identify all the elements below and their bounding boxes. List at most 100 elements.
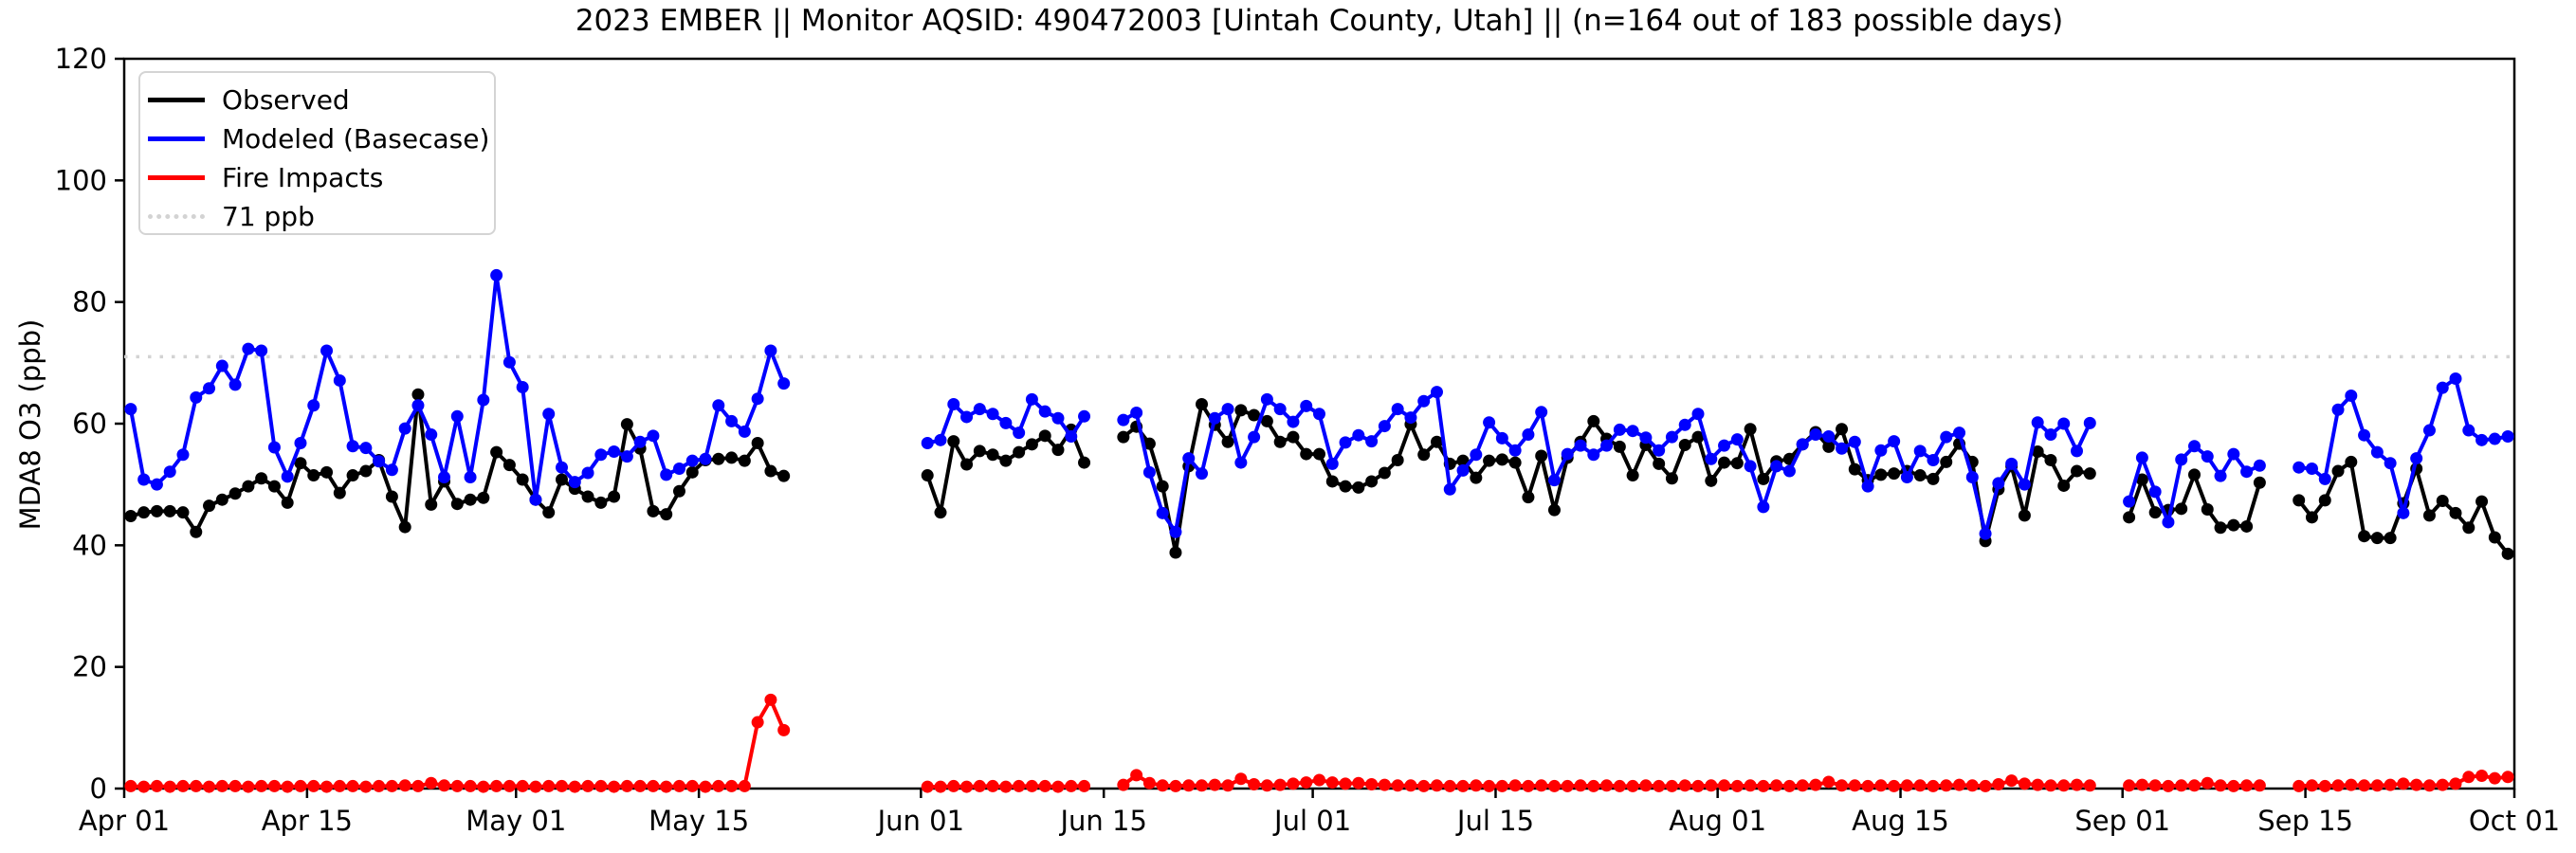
data-point-observed [2057, 479, 2071, 492]
data-point-observed [2305, 511, 2318, 524]
data-point-fire-impacts [163, 780, 176, 793]
data-point-fire-impacts [1339, 777, 1352, 790]
data-point-modeled-basecase- [660, 468, 673, 481]
data-point-observed [124, 510, 137, 523]
data-point-observed [1848, 463, 1861, 476]
y-tick-label: 120 [55, 43, 107, 75]
data-point-fire-impacts [425, 776, 438, 789]
legend-label-observed: Observed [222, 83, 350, 116]
data-point-modeled-basecase- [921, 437, 934, 450]
data-point-observed [751, 437, 764, 450]
data-point-modeled-basecase- [2422, 424, 2436, 437]
data-point-modeled-basecase- [1547, 474, 1561, 487]
data-point-observed [2436, 494, 2449, 507]
data-point-modeled-basecase- [1861, 480, 1874, 493]
data-point-modeled-basecase- [2293, 461, 2306, 474]
data-point-modeled-basecase- [1535, 406, 1548, 419]
data-point-observed [450, 498, 464, 511]
data-point-modeled-basecase- [294, 437, 307, 450]
data-point-fire-impacts [150, 779, 163, 792]
data-point-fire-impacts [1547, 779, 1561, 792]
data-point-fire-impacts [608, 780, 621, 793]
data-point-fire-impacts [320, 780, 334, 793]
data-point-fire-impacts [1600, 779, 1614, 792]
data-point-modeled-basecase- [1613, 423, 1626, 436]
data-point-observed [1927, 472, 1940, 485]
data-point-fire-impacts [2227, 779, 2240, 792]
data-point-observed [385, 490, 398, 503]
data-point-observed [190, 525, 203, 538]
data-point-modeled-basecase- [385, 463, 398, 477]
data-point-fire-impacts [2201, 776, 2214, 789]
data-point-fire-impacts [294, 779, 307, 792]
threshold-line-icon [148, 214, 205, 219]
y-tick-label: 80 [72, 286, 107, 318]
x-tick-label: Sep 01 [2074, 805, 2170, 837]
data-point-fire-impacts [1248, 778, 1261, 791]
data-point-fire-impacts [1182, 779, 1196, 792]
data-point-fire-impacts [581, 779, 594, 792]
data-point-observed [137, 506, 151, 519]
data-point-observed [1822, 440, 1836, 453]
data-point-modeled-basecase- [2057, 417, 2071, 430]
data-point-observed [2422, 509, 2436, 522]
data-point-fire-impacts [411, 779, 425, 792]
data-point-fire-impacts [973, 779, 986, 792]
data-point-modeled-basecase- [1025, 392, 1038, 406]
data-point-fire-impacts [1874, 779, 1888, 792]
data-point-observed [1025, 438, 1038, 451]
data-point-observed [999, 454, 1013, 467]
data-point-modeled-basecase- [2044, 428, 2057, 442]
data-point-fire-impacts [960, 780, 974, 793]
observed-line-icon [148, 98, 205, 102]
x-tick-label: Oct 01 [2469, 805, 2560, 837]
data-point-fire-impacts [647, 779, 660, 792]
data-point-fire-impacts [1888, 779, 1901, 792]
data-point-observed [2071, 464, 2084, 478]
data-point-fire-impacts [2305, 779, 2318, 792]
data-point-fire-impacts [267, 779, 281, 792]
data-point-modeled-basecase- [2175, 453, 2188, 466]
data-point-fire-impacts [2240, 779, 2254, 792]
data-point-observed [176, 506, 190, 519]
data-point-observed [2318, 494, 2331, 507]
data-point-observed [2044, 454, 2057, 466]
data-point-modeled-basecase- [1796, 438, 1809, 451]
data-point-modeled-basecase- [1639, 431, 1653, 445]
data-point-modeled-basecase- [568, 476, 581, 489]
data-point-observed [1196, 397, 1209, 410]
x-tick-label: Jul 01 [1272, 805, 1351, 837]
data-point-modeled-basecase- [1522, 428, 1535, 442]
data-point-modeled-basecase- [1378, 420, 1391, 433]
data-point-observed [542, 506, 556, 519]
data-point-observed [320, 465, 334, 479]
data-point-fire-impacts [2410, 778, 2423, 791]
data-point-fire-impacts [1796, 779, 1809, 792]
data-point-fire-impacts [1325, 776, 1339, 789]
data-point-modeled-basecase- [1130, 406, 1143, 419]
data-point-fire-impacts [738, 779, 751, 792]
data-point-modeled-basecase- [1927, 454, 1940, 466]
data-point-modeled-basecase- [1705, 452, 1718, 465]
data-point-observed [502, 459, 516, 472]
data-point-observed [1391, 454, 1404, 466]
x-tick-label: Jun 15 [1058, 805, 1146, 837]
data-point-observed [1874, 468, 1888, 481]
data-point-observed [555, 473, 568, 486]
data-point-fire-impacts [1130, 769, 1143, 782]
data-point-observed [2253, 476, 2266, 489]
data-point-modeled-basecase- [2488, 432, 2501, 445]
data-point-observed [2227, 518, 2240, 532]
data-point-fire-impacts [2005, 774, 2019, 788]
data-point-observed [1287, 430, 1300, 444]
data-point-modeled-basecase- [1430, 386, 1443, 399]
data-point-modeled-basecase- [1561, 447, 1574, 461]
data-point-observed [346, 469, 359, 482]
data-point-modeled-basecase- [373, 455, 386, 468]
data-point-fire-impacts [1470, 779, 1483, 792]
data-point-observed [1535, 449, 1548, 463]
x-tick-label: Jul 15 [1455, 805, 1534, 837]
data-point-observed [660, 508, 673, 521]
data-point-modeled-basecase- [633, 435, 647, 448]
legend-item-threshold: 71 ppb [148, 197, 494, 236]
